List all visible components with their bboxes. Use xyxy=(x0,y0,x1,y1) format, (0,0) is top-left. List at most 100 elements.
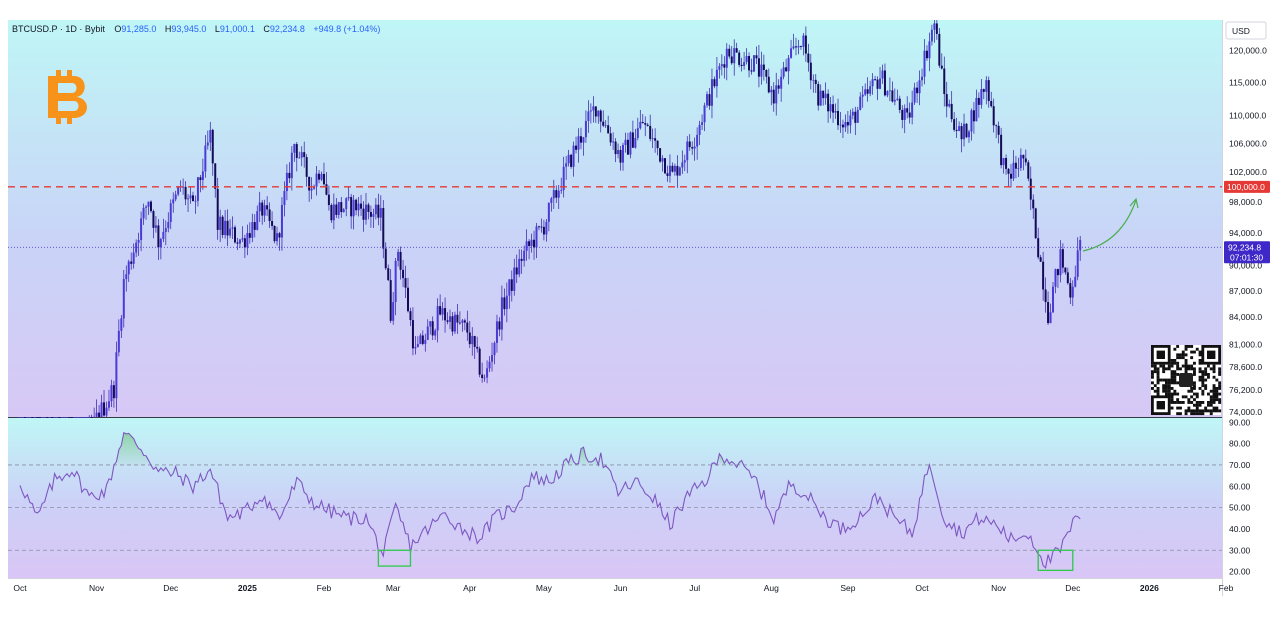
qr-module xyxy=(1162,384,1166,388)
candle-body xyxy=(68,417,71,418)
qr-module xyxy=(1176,398,1180,402)
qr-module xyxy=(1198,412,1202,416)
qr-module xyxy=(1193,392,1196,396)
qr-module xyxy=(1218,384,1222,388)
qr-module xyxy=(1156,370,1160,374)
qr-module xyxy=(1165,367,1168,371)
candle-body xyxy=(298,157,301,159)
qr-module xyxy=(1193,409,1196,413)
candle-body xyxy=(51,417,54,418)
candle-body xyxy=(824,93,827,99)
candle-body xyxy=(345,198,348,210)
candle-body xyxy=(53,417,56,418)
candle-body xyxy=(157,225,160,248)
low-label: L xyxy=(215,24,220,34)
qr-module xyxy=(1218,381,1222,385)
candle-body xyxy=(241,238,244,240)
candle-body xyxy=(698,124,701,135)
candle-body xyxy=(518,258,521,275)
qr-module xyxy=(1198,353,1202,357)
candle-body xyxy=(1019,154,1022,169)
candle-body xyxy=(327,194,330,206)
candle-body xyxy=(19,417,21,418)
qr-module xyxy=(1193,412,1196,416)
candle-body xyxy=(859,96,862,110)
time-tick-label: Feb xyxy=(317,583,332,593)
candle-body xyxy=(733,48,736,64)
qr-module xyxy=(1195,347,1199,351)
candle-body xyxy=(691,147,694,149)
candle-body xyxy=(1071,286,1074,298)
qr-module xyxy=(1204,406,1208,410)
qr-module xyxy=(1153,384,1157,388)
qr-module xyxy=(1170,381,1174,385)
candle-body xyxy=(787,57,790,72)
qr-module xyxy=(1184,353,1188,357)
qr-module xyxy=(1190,412,1194,416)
qr-module xyxy=(1193,373,1196,376)
candle-body xyxy=(142,207,145,219)
candle-body xyxy=(790,48,793,58)
price-tick-label: 90,000.0 xyxy=(1229,261,1262,271)
time-axis-bg[interactable] xyxy=(8,578,1222,596)
candle-body xyxy=(520,258,523,261)
candle-body xyxy=(953,119,956,130)
candle-body xyxy=(965,123,968,138)
qr-module xyxy=(1151,381,1154,385)
qr-module xyxy=(1167,389,1171,393)
qr-module xyxy=(1209,389,1213,393)
candle-body xyxy=(916,87,919,94)
qr-module xyxy=(1167,364,1171,368)
candle-body xyxy=(379,208,382,218)
qr-module xyxy=(1179,412,1182,416)
candle-body xyxy=(681,162,684,168)
qr-center-logo xyxy=(1179,373,1193,387)
candle-body xyxy=(283,191,286,206)
price-axis-bg[interactable] xyxy=(1222,20,1270,578)
qr-module xyxy=(1212,384,1216,388)
candle-body xyxy=(429,321,432,327)
candle-body xyxy=(347,197,350,199)
qr-module xyxy=(1190,387,1194,390)
candle-body xyxy=(626,139,629,155)
candle-body xyxy=(441,308,444,315)
qr-module xyxy=(1176,364,1180,368)
level-price-text: 100,000.0 xyxy=(1227,182,1265,192)
candle-body xyxy=(985,80,988,92)
candle-body xyxy=(421,335,424,344)
rsi-pane[interactable] xyxy=(8,418,1222,578)
candle-body xyxy=(80,417,83,418)
price-tick-label: 106,000.0 xyxy=(1229,138,1267,148)
qr-module xyxy=(1159,378,1163,382)
candle-body xyxy=(137,239,140,243)
qr-module xyxy=(1179,367,1182,371)
rsi-line[interactable] xyxy=(19,431,1081,570)
candle-body xyxy=(1064,267,1067,273)
qr-module xyxy=(1170,359,1174,362)
change-value: +949.8 (+1.04%) xyxy=(313,24,380,34)
price-tick-label: 98,000.0 xyxy=(1229,197,1262,207)
qr-module xyxy=(1176,381,1180,385)
candle-body xyxy=(130,261,133,264)
candle-body xyxy=(960,126,963,140)
qr-module xyxy=(1195,409,1199,413)
qr-module xyxy=(1170,406,1174,410)
candle-body xyxy=(191,195,194,202)
candle-body xyxy=(1074,276,1077,287)
candle-body xyxy=(1044,289,1047,303)
candle-body xyxy=(664,158,667,174)
currency-box[interactable] xyxy=(1225,21,1267,40)
candle-body xyxy=(164,228,167,232)
candle-body xyxy=(266,205,269,210)
candle-body xyxy=(582,137,585,143)
candle-body xyxy=(290,152,293,179)
qr-module xyxy=(1198,361,1202,365)
candle-body xyxy=(41,417,44,418)
candle-body xyxy=(332,204,335,221)
qr-module xyxy=(1195,412,1199,416)
main-pane[interactable] xyxy=(8,20,1222,417)
rsi-layer xyxy=(19,431,1081,571)
candle-body xyxy=(367,204,370,212)
candle-body xyxy=(229,228,232,236)
qr-module xyxy=(1170,392,1174,396)
